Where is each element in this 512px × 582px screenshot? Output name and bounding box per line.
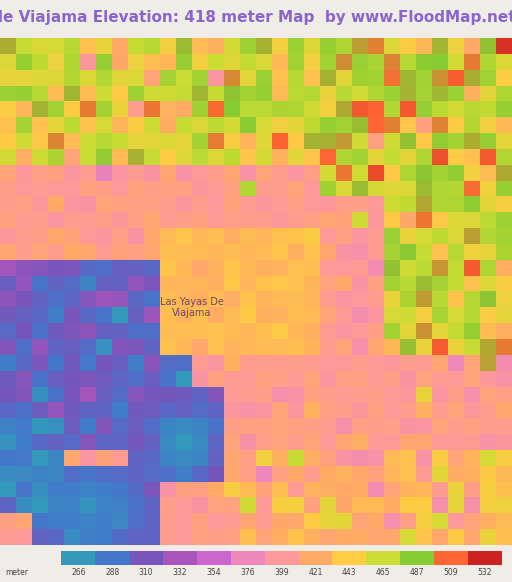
Text: meter: meter: [5, 568, 28, 577]
Text: 376: 376: [241, 568, 255, 577]
Text: 288: 288: [105, 568, 119, 577]
Text: 354: 354: [206, 568, 221, 577]
FancyBboxPatch shape: [332, 551, 366, 565]
Text: 487: 487: [410, 568, 424, 577]
FancyBboxPatch shape: [231, 551, 265, 565]
Text: Yayas de Viajama Elevation: 418 meter Map  by www.FloodMap.net (beta): Yayas de Viajama Elevation: 418 meter Ma…: [0, 9, 512, 24]
FancyBboxPatch shape: [366, 551, 400, 565]
FancyBboxPatch shape: [197, 551, 231, 565]
Text: 465: 465: [376, 568, 391, 577]
FancyBboxPatch shape: [298, 551, 332, 565]
FancyBboxPatch shape: [163, 551, 197, 565]
Text: 332: 332: [173, 568, 187, 577]
FancyBboxPatch shape: [468, 551, 502, 565]
Text: 399: 399: [274, 568, 289, 577]
Text: 421: 421: [308, 568, 323, 577]
FancyBboxPatch shape: [265, 551, 298, 565]
Text: Las Yayas De
Viajama: Las Yayas De Viajama: [160, 297, 224, 318]
Text: 266: 266: [71, 568, 86, 577]
Text: 509: 509: [443, 568, 458, 577]
FancyBboxPatch shape: [129, 551, 163, 565]
FancyBboxPatch shape: [61, 551, 95, 565]
Text: 310: 310: [139, 568, 154, 577]
Text: 443: 443: [342, 568, 357, 577]
FancyBboxPatch shape: [95, 551, 129, 565]
Text: 532: 532: [478, 568, 492, 577]
FancyBboxPatch shape: [434, 551, 468, 565]
FancyBboxPatch shape: [400, 551, 434, 565]
